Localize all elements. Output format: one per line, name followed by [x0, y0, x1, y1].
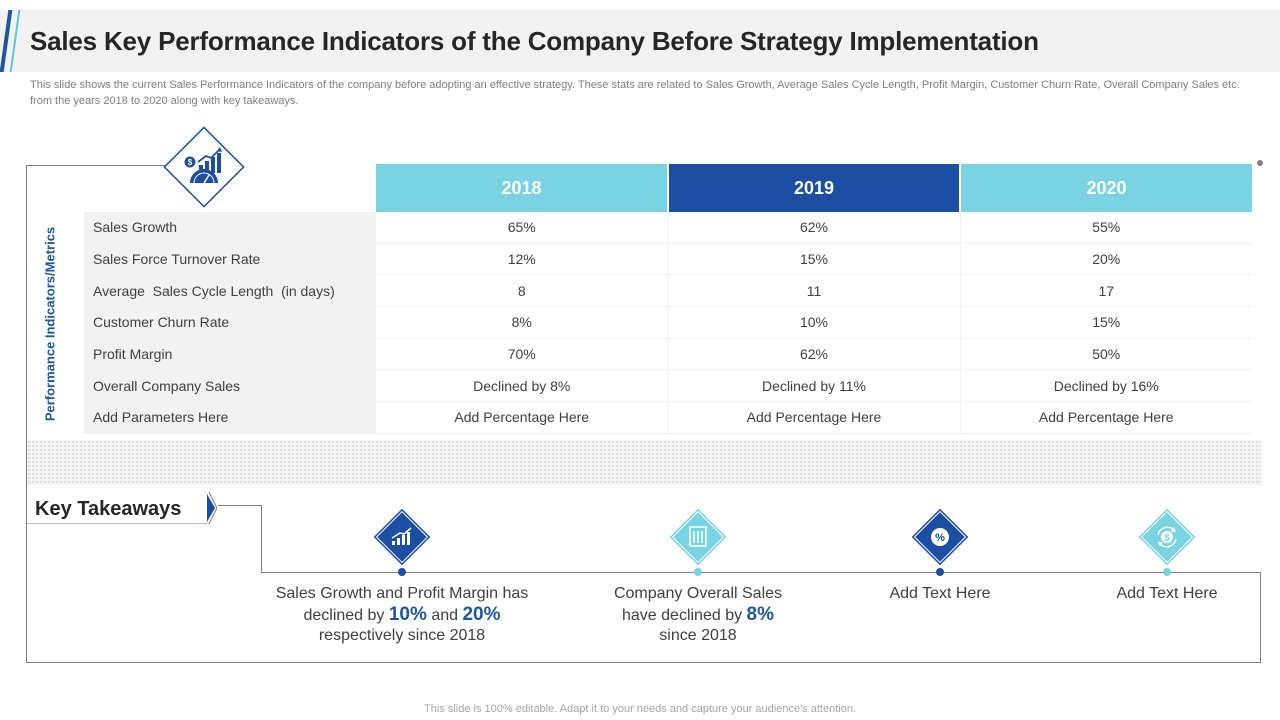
building-icon [669, 508, 727, 566]
metric-value: 20% [960, 243, 1252, 276]
takeaway-2-line3: since 2018 [659, 627, 737, 644]
table-row: Overall Company Sales Declined by 8% Dec… [84, 369, 1252, 403]
metric-label: Add Parameters Here [84, 401, 376, 434]
header-year-2018: 2018 [376, 164, 669, 212]
frame-line-bottom [26, 662, 1261, 663]
svg-text:$: $ [188, 158, 193, 167]
header-blank-cell [84, 164, 376, 212]
metric-value: 55% [960, 212, 1252, 244]
metric-value: 8 [376, 274, 669, 308]
svg-text:$: $ [1164, 533, 1169, 543]
metric-value: 12% [376, 243, 669, 276]
takeaway-1-line3: respectively since 2018 [318, 627, 486, 644]
connector-line [218, 505, 262, 506]
takeaway-1-line1: Sales Growth and Profit Margin has [275, 585, 529, 602]
page-title: Sales Key Performance Indicators of the … [30, 26, 1039, 56]
growth-chart-icon [373, 508, 431, 566]
metric-value: 17 [960, 274, 1252, 308]
takeaway-text-2: Company Overall Sales have declined by 8… [578, 584, 818, 647]
page-subtitle: This slide shows the current Sales Perfo… [30, 79, 1240, 107]
takeaway-1-value-a: 10% [388, 603, 427, 625]
table-row: Customer Churn Rate 8% 10% 15% [84, 306, 1252, 339]
metric-value: Declined by 16% [960, 369, 1252, 403]
takeaway-1-text: and [426, 606, 463, 624]
timeline-dot [398, 568, 406, 576]
table-header-row: 2018 2019 2020 [84, 164, 1252, 212]
metric-value: 10% [668, 306, 961, 339]
metric-label: Profit Margin [84, 338, 376, 371]
dollar-cycle-icon: $ [1138, 508, 1196, 566]
metric-value: 62% [668, 338, 961, 371]
metric-label: Sales Growth [84, 212, 376, 244]
header-year-2019: 2019 [668, 164, 961, 212]
takeaway-text-1: Sales Growth and Profit Margin has decli… [262, 584, 542, 647]
metric-label: Customer Churn Rate [84, 306, 376, 339]
takeaway-text-3: Add Text Here [889, 585, 991, 602]
metric-value: 65% [376, 212, 669, 244]
table-row: Sales Growth 65% 62% 55% [84, 212, 1252, 244]
takeaway-1-value-b: 20% [462, 603, 501, 625]
metric-value: Add Percentage Here [376, 401, 669, 434]
timeline-dot [1163, 568, 1171, 576]
takeaway-1-line2: declined by 10% and 20% [262, 603, 542, 627]
metric-value: 70% [376, 338, 669, 371]
metric-label: Overall Company Sales [84, 369, 376, 403]
metric-label: Sales Force Turnover Rate [84, 243, 376, 276]
title-bar: Sales Key Performance Indicators of the … [0, 10, 1280, 72]
frame-line-left [26, 165, 27, 663]
takeaway-text-4: Add Text Here [1116, 585, 1218, 602]
frame-corner-dot [1257, 160, 1263, 166]
footer-note: This slide is 100% editable. Adapt it to… [424, 703, 856, 715]
frame-line-top [26, 165, 172, 166]
metric-value: 15% [960, 306, 1252, 339]
table-row: Profit Margin 70% 62% 50% [84, 338, 1252, 371]
metric-value: Add Percentage Here [668, 401, 961, 434]
takeaway-2-line1: Company Overall Sales [613, 585, 783, 602]
metric-label: Average Sales Cycle Length (in days) [84, 274, 376, 308]
table-row: Sales Force Turnover Rate 12% 15% 20% [84, 243, 1252, 276]
metric-value: 11 [668, 274, 961, 308]
kpi-table: 2018 2019 2020 Sales Growth 65% 62% 55% … [84, 164, 1252, 434]
takeaway-2-line2: have declined by 8% [578, 603, 818, 627]
metric-value: 8% [376, 306, 669, 339]
metric-value: Declined by 8% [376, 369, 669, 403]
dotted-divider-band [27, 440, 1261, 485]
table-row: Add Parameters Here Add Percentage Here … [84, 401, 1252, 434]
takeaways-timeline-line [261, 572, 1261, 573]
takeaway-2-value: 8% [746, 603, 774, 625]
connector-line [261, 505, 262, 572]
takeaway-1-text: declined by [303, 606, 389, 624]
key-takeaways-title: Key Takeaways [35, 498, 182, 520]
title-accent-stripe-thin [9, 10, 21, 72]
timeline-dot [936, 568, 944, 576]
svg-text:%: % [935, 532, 945, 544]
frame-line-right [1260, 572, 1261, 663]
metric-value: Add Percentage Here [960, 401, 1252, 434]
sales-growth-diamond-icon: $ [163, 126, 245, 208]
timeline-dot [694, 568, 702, 576]
percent-badge-icon: % [911, 508, 969, 566]
takeaway-2-text: have declined by [622, 606, 747, 624]
table-row: Average Sales Cycle Length (in days) 8 1… [84, 274, 1252, 308]
header-year-2020: 2020 [960, 164, 1252, 212]
key-takeaways-banner [27, 492, 217, 524]
metric-value: 15% [668, 243, 961, 276]
metric-value: Declined by 11% [668, 369, 961, 403]
metric-value: 50% [960, 338, 1252, 371]
metrics-axis-label-text: Performance Indicators/Metrics [42, 226, 58, 422]
metric-value: 62% [668, 212, 961, 244]
